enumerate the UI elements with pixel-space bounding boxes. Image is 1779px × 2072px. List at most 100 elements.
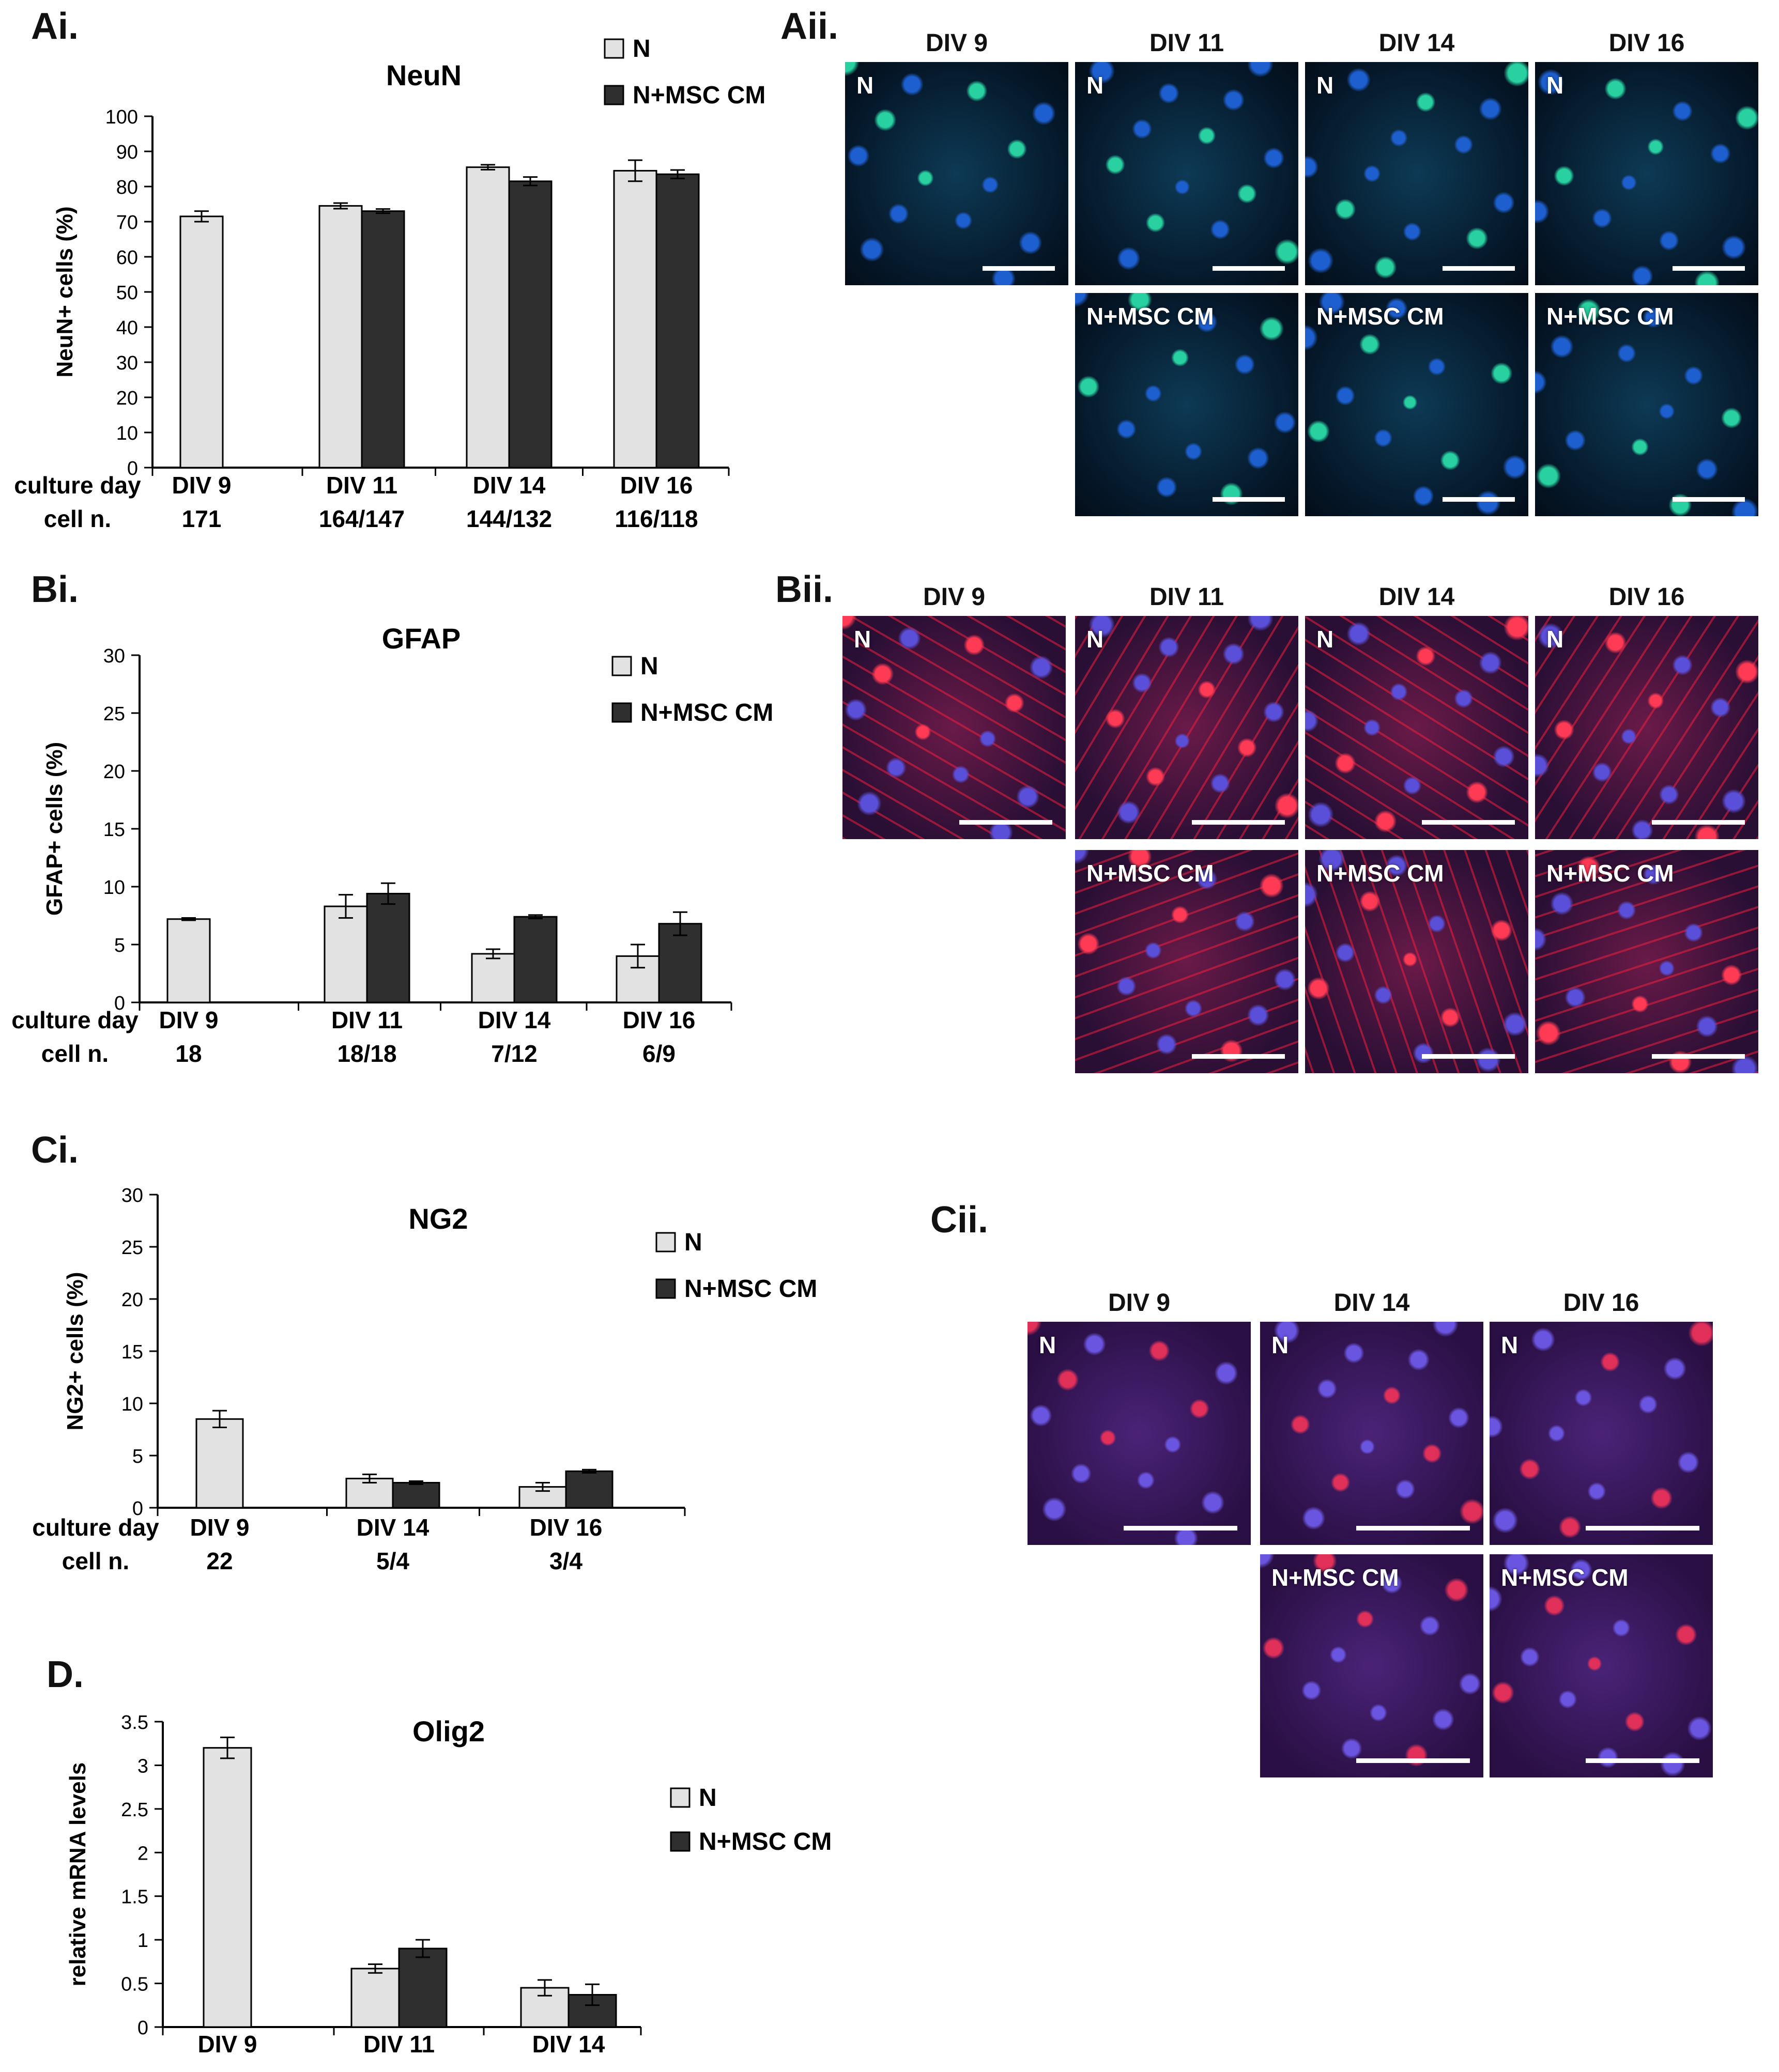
bii-micrograph: N+MSC CM [1075,850,1298,1073]
neun-y-tick-label: 30 [116,352,138,374]
ng2-category-label: DIV 9 [190,1514,249,1541]
cii-column-title: DIV 9 [1108,1289,1171,1317]
neun-cell-n-label: 164/147 [319,505,405,532]
bii-condition-label: N [1316,626,1334,653]
aii-condition-label: N [856,72,874,99]
scale-bar [1422,820,1515,825]
olig2-bar-n-div-9 [203,1747,252,2028]
cii-condition-label: N+MSC CM [1501,1564,1629,1591]
olig2-legend-label-0: N [699,1784,717,1812]
bii-condition-label: N+MSC CM [1316,860,1444,887]
aii-micrograph: N+MSC CM [1305,293,1528,516]
gfap-bar-n-msc-cm-div-16 [658,923,702,1003]
gfap-category-label: DIV 11 [331,1007,403,1033]
aii-column-title: DIV 16 [1608,29,1685,57]
scale-bar [1652,820,1745,825]
gfap-legend-label-1: N+MSC CM [640,699,773,726]
scale-bar [1652,1054,1745,1059]
ng2-cell-n-label: 5/4 [376,1548,409,1574]
neun-row-label-cell-n: cell n. [44,505,111,532]
neun-y-tick-label: 50 [116,282,138,304]
olig2-y-tick-label: 0 [137,2017,148,2039]
cii-micrograph: N+MSC CM [1490,1554,1713,1777]
olig2-title: Olig2 [412,1715,485,1748]
cii-condition-label: N [1039,1332,1056,1358]
scale-bar [1586,1526,1699,1530]
aii-column-title: DIV 11 [1149,29,1224,57]
bii-condition-label: N [854,626,871,653]
neun-bar-n-div-16 [613,169,657,469]
gfap-y-tick-label: 30 [103,645,125,667]
aii-micrograph: N+MSC CM [1535,293,1758,516]
ng2-legend-label-0: N [684,1229,702,1256]
olig2-y-tick-label: 2.5 [121,1799,148,1821]
ng2-bar-n-msc-cm-div-16 [565,1470,614,1509]
olig2-bar-n-msc-cm-div-11 [398,1947,448,2028]
olig2-category-label: DIV 9 [197,2031,257,2058]
panel-label-d: D. [47,1654,84,1695]
olig2-y-tick-label: 3.5 [121,1712,148,1734]
cii-condition-label: N+MSC CM [1271,1564,1399,1591]
olig2-legend-swatch-0 [670,1787,691,1808]
olig2-y-tick-label: 1.5 [121,1887,148,1908]
gfap-cell-n-label: 6/9 [642,1040,676,1067]
ng2-y-tick-label: 15 [121,1341,143,1363]
neun-y-tick-label: 40 [116,317,138,339]
neun-legend-label-1: N+MSC CM [633,82,765,109]
bii-column-title: DIV 11 [1149,583,1224,611]
scale-bar [1422,1054,1515,1059]
bii-condition-label: N+MSC CM [1546,860,1674,887]
scale-bar [1356,1758,1470,1763]
ng2-y-tick-label: 20 [121,1289,143,1311]
neun-bar-n-msc-cm-div-16 [655,173,700,469]
scale-bar [1192,1054,1285,1059]
aii-condition-label: N+MSC CM [1546,303,1674,330]
panel-label-cii: Cii. [930,1199,989,1241]
aii-condition-label: N [1316,72,1334,99]
olig2-y-axis-label: relative mRNA levels [65,1762,90,1987]
neun-cell-n-label: 116/118 [615,505,698,532]
aii-condition-label: N+MSC CM [1316,303,1444,330]
neun-row-label-culture-day: culture day [14,472,141,499]
gfap-title: GFAP [382,622,461,655]
gfap-y-tick-label: 5 [114,935,125,956]
ng2-y-tick-label: 0 [132,1498,143,1520]
olig2-y-tick-label: 1 [137,1930,148,1952]
neun-category-label: DIV 16 [620,472,693,499]
ng2-row-label-culture-day: culture day [32,1514,159,1541]
aii-micrograph: N+MSC CM [1075,293,1298,516]
gfap-y-tick-label: 0 [114,993,125,1014]
panel-label-ci: Ci. [31,1130,79,1171]
gfap-legend-label-0: N [640,653,658,680]
bii-column-title: DIV 14 [1378,583,1455,611]
neun-y-tick-label: 70 [116,212,138,234]
gfap-cell-n-label: 18/18 [337,1040,396,1067]
gfap-bar-n-div-9 [166,918,211,1003]
neun-y-tick-label: 10 [116,423,138,444]
bii-micrograph: N [1305,616,1528,839]
gfap-bar-n-div-14 [471,953,515,1003]
neun-y-tick-label: 60 [116,247,138,269]
panel-label-aii: Aii. [780,6,839,47]
neun-category-label: DIV 9 [172,472,231,499]
gfap-y-axis-label: GFAP+ cells (%) [42,742,67,916]
scale-bar [1124,1526,1237,1530]
gfap-category-label: DIV 14 [478,1007,551,1033]
bii-micrograph: N+MSC CM [1535,850,1758,1073]
ng2-title: NG2 [408,1202,468,1235]
ng2-category-label: DIV 14 [357,1514,430,1541]
ng2-legend-swatch-1 [655,1278,676,1299]
gfap-bar-n-msc-cm-div-14 [513,916,558,1003]
aii-micrograph: N [1075,62,1298,285]
panel-label-bii: Bii. [775,569,834,610]
neun-y-tick-label: 20 [116,388,138,409]
ng2-cell-n-label: 3/4 [549,1548,582,1574]
cii-column-title: DIV 16 [1563,1289,1639,1317]
aii-column-title: DIV 9 [925,29,988,57]
gfap-y-tick-label: 25 [103,703,125,725]
ng2-y-tick-label: 25 [121,1237,143,1259]
gfap-category-label: DIV 9 [159,1007,218,1033]
neun-y-tick-label: 100 [105,106,138,128]
olig2-y-tick-label: 2 [137,1843,148,1864]
